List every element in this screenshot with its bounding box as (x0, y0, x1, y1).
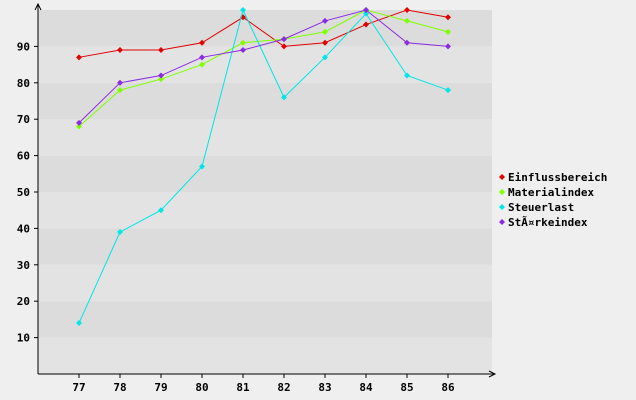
x-tick-label: 84 (359, 381, 373, 394)
y-axis-arrow (34, 2, 42, 11)
data-point (117, 87, 123, 94)
legend-marker (499, 204, 505, 210)
y-tick-label: 90 (17, 40, 30, 53)
data-point (76, 54, 82, 61)
legend-label: StÃ¤rkeindex (508, 216, 588, 229)
x-tick-label: 79 (154, 381, 167, 394)
data-point (117, 47, 123, 54)
data-point (158, 76, 164, 83)
data-point (117, 79, 123, 86)
y-tick-label: 50 (17, 186, 30, 199)
legend-label: Steuerlast (508, 201, 574, 214)
legend: Einflussbereich Materialindex Steuerlast St… (499, 171, 607, 229)
grid-band (38, 228, 492, 265)
plot-background (38, 10, 492, 374)
x-tick-label: 86 (441, 381, 455, 394)
y-tick-label: 80 (17, 77, 30, 90)
grid-band (38, 192, 492, 229)
x-axis-arrow (488, 370, 497, 378)
data-point (445, 28, 451, 35)
data-point (199, 163, 205, 170)
legend-label: Materialindex (508, 186, 594, 199)
legend-marker (499, 219, 505, 225)
legend-label: Einflussbereich (508, 171, 607, 184)
y-tick-label: 30 (17, 259, 30, 272)
data-point (199, 54, 205, 61)
series-lines (76, 7, 451, 327)
data-point (158, 47, 164, 54)
grid-band (38, 119, 492, 156)
grid-band (38, 155, 492, 192)
series-4 (76, 7, 451, 126)
data-point (199, 61, 205, 68)
data-point (322, 39, 328, 46)
y-tick-label: 40 (17, 222, 30, 235)
x-tick-label: 78 (113, 381, 126, 394)
series-3 (76, 7, 451, 327)
data-point (240, 7, 246, 13)
data-point (158, 207, 164, 214)
data-point (76, 320, 82, 327)
x-tick-label: 83 (318, 381, 331, 394)
data-point (240, 39, 246, 46)
y-tick-label: 20 (17, 295, 30, 308)
data-point (281, 43, 287, 50)
data-point (404, 72, 410, 79)
legend-item: Steuerlast (499, 201, 574, 214)
data-point (404, 17, 410, 24)
data-point (158, 72, 164, 79)
data-point (404, 7, 410, 13)
grid-band (38, 82, 492, 120)
grid-band (38, 46, 492, 83)
data-point (445, 43, 451, 50)
data-point (363, 7, 369, 13)
x-tick-label: 77 (72, 381, 85, 394)
data-point (404, 39, 410, 46)
data-point (363, 10, 369, 17)
series-line (78, 8, 449, 324)
grid-band (38, 264, 492, 302)
series-line (78, 9, 449, 58)
legend-item: Materialindex (499, 186, 594, 199)
y-axis-ticks: 10 20 30 40 50 60 70 80 90 (17, 40, 38, 345)
x-tick-label: 85 (400, 381, 413, 394)
data-point (199, 39, 205, 46)
data-point (445, 87, 451, 94)
series-1 (76, 7, 451, 61)
data-point (76, 119, 82, 126)
legend-marker (499, 189, 505, 195)
data-point (322, 54, 328, 61)
data-point (240, 47, 246, 54)
data-point (322, 28, 328, 35)
legend-marker (499, 174, 505, 180)
x-tick-label: 80 (195, 381, 208, 394)
data-point (322, 17, 328, 24)
x-tick-label: 81 (236, 381, 250, 394)
grid-band (38, 337, 492, 374)
grid-band (38, 301, 492, 338)
data-point (363, 21, 369, 28)
legend-item: Einflussbereich (499, 171, 607, 184)
data-point (117, 229, 123, 236)
y-tick-label: 70 (17, 113, 30, 126)
data-point (445, 14, 451, 21)
y-tick-label: 10 (17, 332, 30, 345)
x-axis-ticks: 77 78 79 80 81 82 83 84 85 86 (72, 374, 455, 394)
series-line (78, 9, 449, 124)
data-point (281, 36, 287, 43)
data-point (240, 14, 246, 21)
series-line (78, 9, 449, 127)
data-point (76, 123, 82, 130)
axes (34, 2, 497, 378)
x-tick-label: 82 (277, 381, 290, 394)
data-point (281, 94, 287, 101)
y-tick-label: 60 (17, 150, 30, 163)
legend-item: StÃ¤rkeindex (499, 216, 588, 229)
